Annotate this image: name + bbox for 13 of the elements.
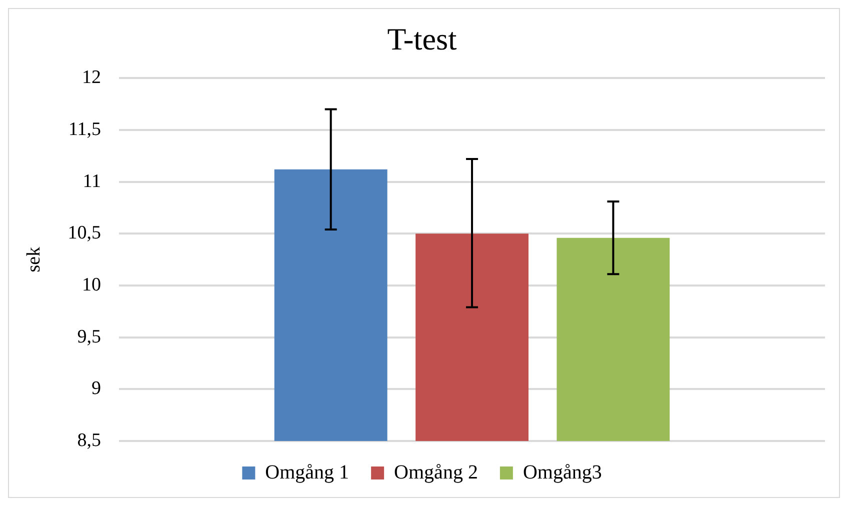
y-tick-label: 12 bbox=[82, 67, 102, 88]
y-tick-label: 10 bbox=[82, 274, 102, 296]
y-tick-label: 11,5 bbox=[68, 119, 102, 140]
legend-label: Omgång3 bbox=[522, 461, 602, 484]
y-axis-title: sek bbox=[23, 246, 44, 272]
y-tick-label: 9 bbox=[92, 378, 102, 400]
y-tick-label: 8,5 bbox=[77, 430, 102, 451]
y-tick-label: 10,5 bbox=[68, 222, 102, 244]
y-tick-label: 11 bbox=[82, 170, 102, 192]
y-tick-label: 9,5 bbox=[77, 326, 102, 348]
legend-label: Omgång 1 bbox=[265, 461, 350, 484]
legend-label: Omgång 2 bbox=[394, 461, 478, 484]
chart-title: T-test bbox=[387, 22, 458, 57]
